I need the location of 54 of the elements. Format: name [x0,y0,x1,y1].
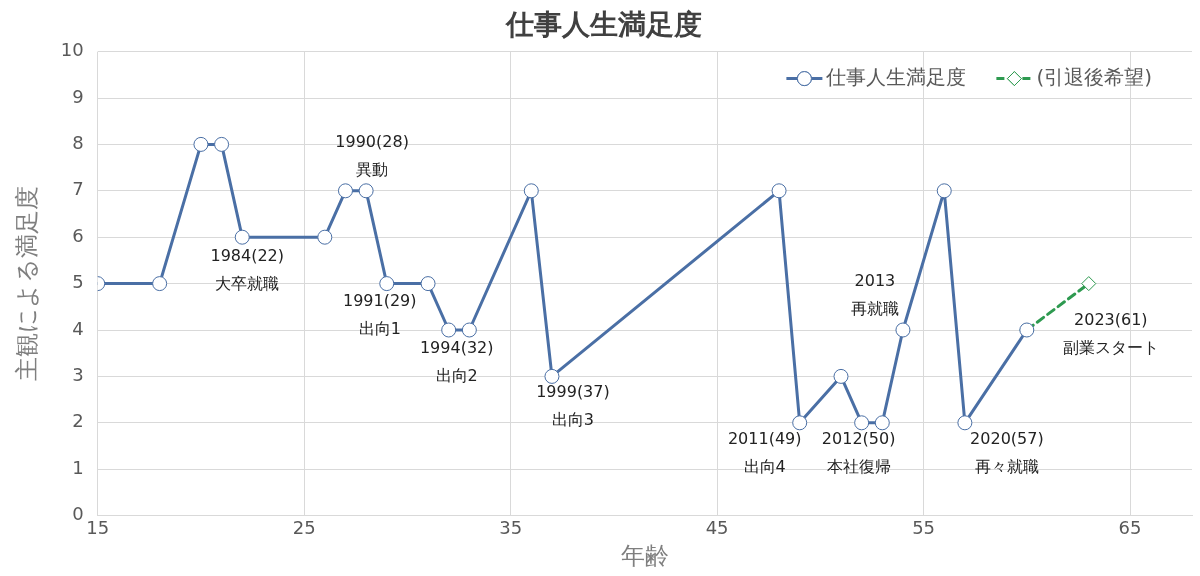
point [234,229,250,245]
x-axis-title: 年齢 [620,541,669,570]
point [420,276,436,292]
y-tick-label: 6 [72,224,84,246]
y-tick-label: 3 [72,364,84,386]
annotation: 1999(37) 出向3 [536,381,610,429]
point [1081,276,1097,292]
point [936,183,952,199]
point [792,415,808,431]
x-tick-label: 65 [1118,517,1142,539]
point [523,183,539,199]
legend-label: 仕事人生満足度 [825,64,967,89]
point [358,183,374,199]
point [544,368,560,384]
chart-title: 仕事人生満足度 [504,8,702,42]
point [214,136,230,152]
annotation: 2013 再就職 [850,271,899,319]
x-tick-label: 55 [912,517,936,539]
point [957,415,973,431]
x-tick-label: 45 [705,517,729,539]
y-tick-label: 1 [72,456,84,478]
y-axis-title: 主観による満足度 [12,186,41,382]
annotation: 1994(32) 出向2 [419,338,494,386]
point [461,322,477,338]
x-tick-label: 15 [86,517,110,539]
y-tick-label: 4 [72,317,84,339]
annotation: 2020(57) 再々就職 [970,428,1044,476]
point [833,368,849,384]
y-tick-label: 8 [72,132,84,154]
y-tick-label: 2 [72,410,84,432]
x-tick-label: 35 [499,517,523,539]
y-tick-label: 9 [72,85,84,107]
point [441,322,457,338]
annotation: 2011(49) 出向4 [727,428,802,476]
y-tick-label: 10 [60,39,84,61]
legend-label: (引退後希望) [1036,64,1152,89]
point [874,415,890,431]
point [771,183,787,199]
point [379,276,395,292]
point [337,183,353,199]
point [317,229,333,245]
point [895,322,911,338]
point [152,276,168,292]
point [854,415,870,431]
point [193,136,209,152]
annotation: 1991(29) 出向1 [342,290,417,338]
annotation: 2023(61) 副業スタート [1062,310,1159,358]
annotation: 1984(22) 大卒就職 [210,246,285,294]
x-tick-label: 25 [292,517,316,539]
y-tick-label: 5 [72,271,84,293]
y-tick-label: 0 [72,503,84,525]
annotation: 1990(28) 異動 [335,131,409,179]
annotation: 2012(50) 本社復帰 [821,428,896,476]
y-tick-label: 7 [72,178,84,200]
